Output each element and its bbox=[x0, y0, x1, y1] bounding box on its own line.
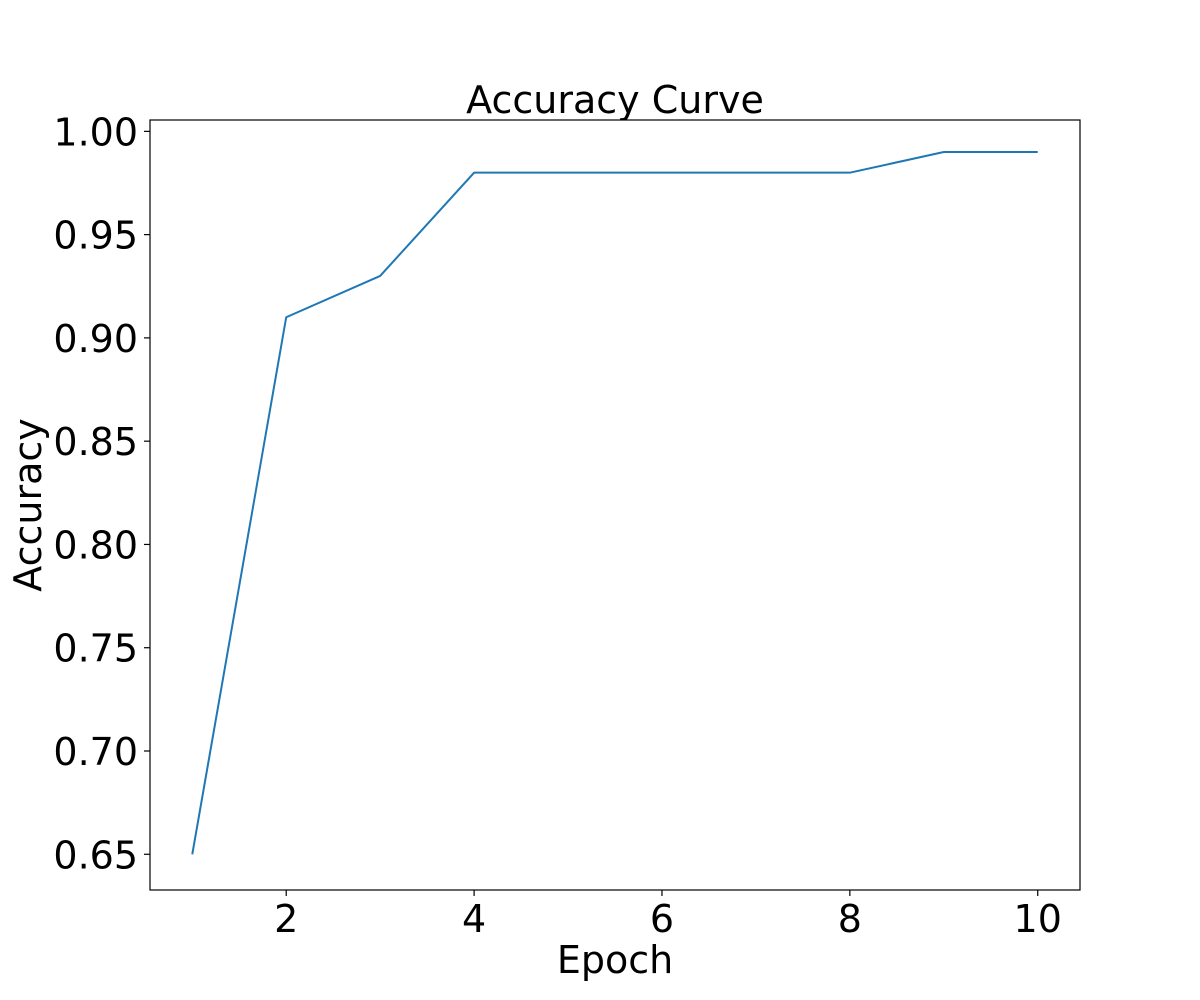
series-layer bbox=[191, 151, 1038, 855]
plot-area bbox=[149, 119, 1081, 891]
x-axis: 2 4 6 8 10 bbox=[274, 890, 1062, 941]
y-tick-label: 0.70 bbox=[53, 730, 138, 774]
y-axis-label: Accuracy bbox=[6, 418, 50, 592]
y-tick-label: 0.75 bbox=[53, 627, 138, 671]
chart-title: Accuracy Curve bbox=[466, 78, 764, 122]
y-tick-label: 1.00 bbox=[53, 110, 138, 154]
x-tick-label: 8 bbox=[838, 897, 862, 941]
y-tick-label: 0.80 bbox=[53, 523, 138, 567]
x-tick-label: 4 bbox=[462, 897, 486, 941]
x-tick-label: 10 bbox=[1014, 897, 1062, 941]
x-tick-label: 2 bbox=[274, 897, 298, 941]
y-tick-label: 0.65 bbox=[53, 833, 138, 877]
y-tick-label: 0.90 bbox=[53, 317, 138, 361]
plot-frame bbox=[149, 119, 1081, 891]
y-axis: 0.65 0.70 0.75 0.80 0.85 0.90 0.95 1.00 bbox=[53, 110, 150, 877]
x-tick-label: 6 bbox=[650, 897, 674, 941]
series-line bbox=[191, 151, 1038, 855]
y-tick-label: 0.85 bbox=[53, 420, 138, 464]
y-tick-label: 0.95 bbox=[53, 214, 138, 258]
x-axis-label: Epoch bbox=[557, 938, 673, 982]
